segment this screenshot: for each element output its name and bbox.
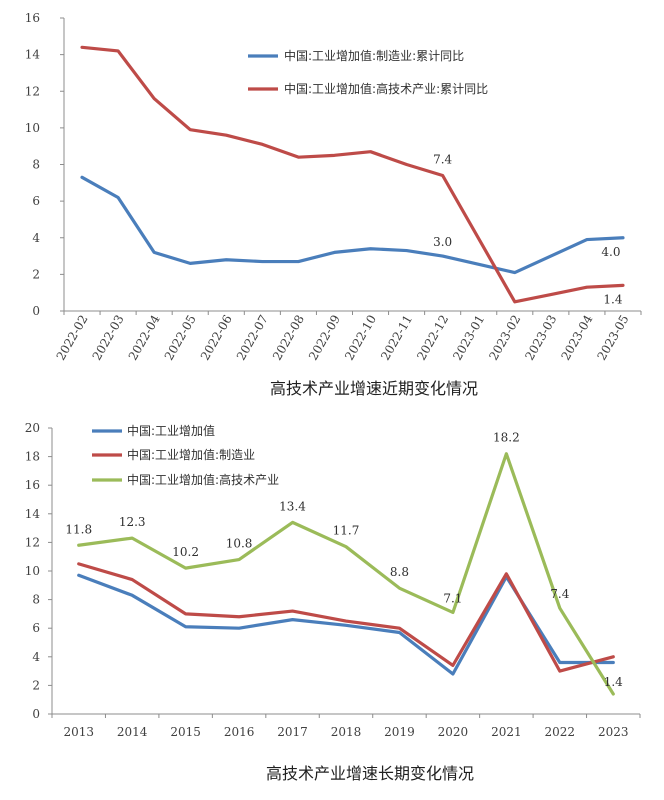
x-tick-label: 2017: [277, 725, 308, 739]
y-tick-label: 14: [25, 507, 41, 521]
data-label: 10.2: [172, 545, 199, 559]
x-tick-label: 2022-11: [378, 313, 415, 363]
x-tick-label: 2023-03: [522, 313, 559, 363]
data-label: 10.8: [226, 537, 253, 551]
x-tick-label: 2015: [170, 725, 201, 739]
y-tick-label: 2: [32, 678, 40, 692]
data-label: 7.4: [433, 152, 452, 166]
x-tick-label: 2022-12: [414, 313, 451, 363]
data-label: 7.1: [443, 591, 462, 605]
data-label: 18.2: [493, 431, 520, 445]
x-tick-label: 2022: [545, 725, 576, 739]
y-tick-label: 6: [32, 621, 40, 635]
y-tick-label: 0: [32, 707, 40, 721]
y-tick-label: 10: [25, 564, 40, 578]
chart-longterm: 0 2 4 6 8 10 12 14 16 18 20 2013 2014 2015 2016 2017 201…: [25, 421, 641, 783]
y-tick-label: 4: [32, 231, 40, 245]
chart-title: 高技术产业增速近期变化情况: [270, 379, 478, 398]
data-label: 3.0: [433, 235, 452, 249]
y-tick-label: 16: [25, 11, 40, 25]
y-tick-label: 10: [25, 121, 40, 135]
y-tick-label: 12: [25, 84, 40, 98]
series-line: [77, 562, 615, 673]
y-tick-label: 14: [25, 48, 41, 62]
y-tick-label: 6: [32, 194, 40, 208]
x-tick-label: 2023-02: [486, 313, 523, 363]
y-tick-label: 18: [25, 450, 40, 464]
x-tick-label: 2022-03: [90, 313, 127, 363]
data-label: 13.4: [279, 499, 306, 513]
x-tick-label: 2014: [117, 725, 148, 739]
data-label: 1.4: [604, 675, 623, 689]
data-label: 12.3: [119, 515, 146, 529]
chart-title: 高技术产业增速长期变化情况: [266, 764, 474, 783]
x-tick-label: 2019: [384, 725, 415, 739]
legend-label: 中国:工业增加值:高技术产业: [127, 472, 279, 487]
legend-label: 中国:工业增加值:高技术产业:累计同比: [284, 81, 488, 96]
x-tick-label: 2022-09: [306, 313, 343, 363]
x-tick-label: 2022-08: [270, 313, 307, 363]
y-tick-label: 8: [32, 158, 40, 172]
legend-label: 中国:工业增加值:制造业:累计同比: [284, 48, 464, 63]
legend-label: 中国:工业增加值: [127, 423, 215, 438]
x-tick-label: 2018: [331, 725, 362, 739]
series-line: [77, 452, 615, 696]
data-label: 11.8: [65, 522, 92, 536]
x-tick-label: 2022-07: [234, 313, 271, 363]
y-tick-label: 16: [25, 478, 40, 492]
y-tick-label: 4: [32, 650, 40, 664]
legend-label: 中国:工业增加值:制造业: [127, 447, 255, 462]
data-label: 7.4: [550, 587, 569, 601]
y-tick-label: 0: [32, 304, 40, 318]
x-tick-label: 2023-04: [558, 312, 595, 362]
y-tick-label: 12: [25, 535, 40, 549]
x-tick-label: 2013: [63, 725, 94, 739]
x-tick-label: 2022-10: [342, 313, 379, 363]
x-tick-label: 2022-05: [162, 313, 199, 363]
series-line: [80, 175, 625, 275]
y-tick-label: 8: [32, 593, 40, 607]
x-tick-label: 2022-06: [198, 313, 235, 363]
y-tick-label: 2: [32, 267, 40, 281]
data-label: 11.7: [333, 524, 360, 538]
x-tick-label: 2021: [491, 725, 522, 739]
x-tick-label: 2016: [224, 725, 255, 739]
x-tick-label: 2023-01: [450, 313, 487, 363]
x-tick-label: 2023: [598, 725, 629, 739]
x-tick-label: 2020: [438, 725, 469, 739]
x-tick-label: 2022-02: [54, 313, 91, 363]
series-line: [80, 45, 625, 304]
data-label: 8.8: [390, 565, 409, 579]
y-tick-label: 20: [25, 421, 40, 435]
x-tick-label: 2023-05: [595, 313, 632, 363]
data-label: 4.0: [601, 245, 620, 259]
data-label: 1.4: [603, 292, 622, 306]
x-tick-label: 2022-04: [126, 312, 163, 362]
